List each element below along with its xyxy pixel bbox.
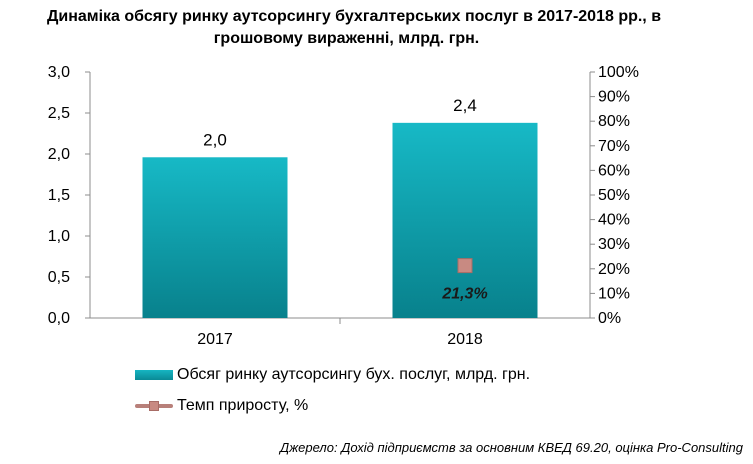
legend-label-growth: Темп приросту, % — [177, 397, 309, 414]
growth-point — [457, 258, 473, 274]
y-right-tick-label: 40% — [598, 212, 630, 229]
y-right-tick-label: 0% — [598, 310, 621, 327]
y-left-tick-label: 0,0 — [48, 310, 70, 327]
y-left-tick-label: 1,5 — [48, 187, 70, 204]
bar — [392, 122, 538, 318]
bar — [142, 157, 288, 318]
x-tick-label: 2018 — [447, 331, 483, 348]
y-left-tick-label: 1,0 — [48, 228, 70, 245]
y-left-tick-label: 2,0 — [48, 146, 70, 163]
y-right-tick-label: 20% — [598, 261, 630, 278]
chart-title-line1: Динаміка обсягу ринку аутсорсингу бухгал… — [46, 8, 662, 25]
y-right-tick-label: 50% — [598, 187, 630, 204]
legend-label-volume: Обсяг ринку аутсорсингу бух. послуг, млр… — [177, 366, 531, 383]
y-left-tick-label: 0,5 — [48, 269, 70, 286]
y-right-tick-label: 10% — [598, 285, 630, 302]
source-note: Джерело: Дохід підприємств за основним К… — [280, 440, 743, 455]
bar-data-label: 2,0 — [203, 130, 227, 149]
bar-data-label: 2,4 — [453, 96, 477, 115]
legend-item-volume: Обсяг ринку аутсорсингу бух. послуг, млр… — [135, 365, 530, 385]
y-left-tick-label: 2,5 — [48, 105, 70, 122]
chart-title-line2: грошовому вираженні, млрд. грн. — [213, 30, 480, 47]
y-right-tick-label: 80% — [598, 113, 630, 130]
y-left-tick-label: 3,0 — [48, 64, 70, 81]
y-right-tick-label: 30% — [598, 236, 630, 253]
y-right-tick-label: 90% — [598, 89, 630, 106]
legend-bar-swatch — [135, 370, 173, 380]
chart-canvas: 0,0 0,5 1,0 1,5 2,0 2,5 3,0 0% 10% 20% 30% 40% 50% 60… — [48, 64, 639, 348]
legend-line-swatch — [135, 396, 173, 416]
chart-title: Динаміка обсягу ринку аутсорсингу бухгал… — [0, 6, 753, 50]
growth-data-label: 21,3% — [441, 286, 487, 303]
legend-item-growth: Темп приросту, % — [135, 396, 308, 416]
y-right-tick-label: 70% — [598, 138, 630, 155]
y-right-tick-label: 60% — [598, 162, 630, 179]
y-right-tick-label: 100% — [598, 64, 639, 81]
x-tick-label: 2017 — [197, 331, 233, 348]
